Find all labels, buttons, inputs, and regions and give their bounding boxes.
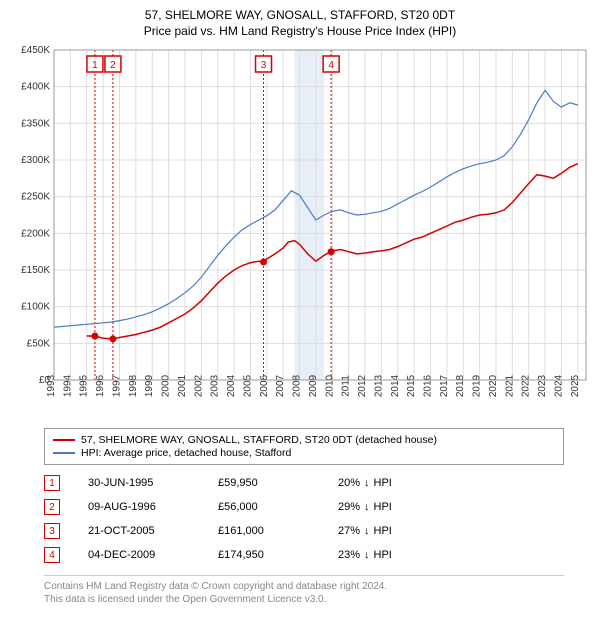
svg-text:2007: 2007 (275, 374, 286, 397)
attribution-line-1: Contains HM Land Registry data © Crown c… (44, 580, 564, 593)
svg-text:2021: 2021 (504, 374, 515, 397)
svg-text:2012: 2012 (357, 374, 368, 397)
svg-text:2004: 2004 (226, 374, 237, 397)
transaction-marker: 1 (44, 475, 60, 491)
legend-swatch (53, 452, 75, 454)
svg-text:2014: 2014 (390, 374, 401, 397)
svg-text:2017: 2017 (439, 374, 450, 397)
transaction-marker: 4 (44, 547, 60, 563)
svg-text:2009: 2009 (308, 374, 319, 397)
svg-text:1999: 1999 (144, 374, 155, 397)
transaction-date: 09-AUG-1996 (88, 501, 218, 513)
transaction-price: £59,950 (218, 477, 338, 489)
svg-text:1997: 1997 (111, 374, 122, 397)
svg-text:£300K: £300K (21, 155, 50, 166)
transaction-price: £174,950 (218, 549, 338, 561)
svg-text:£450K: £450K (21, 45, 50, 56)
svg-text:1994: 1994 (62, 374, 73, 397)
svg-text:1: 1 (92, 60, 98, 71)
transaction-row: 2 09-AUG-1996£56,00029% ↓ HPI (44, 495, 564, 519)
diff-percent: 27% (338, 525, 360, 537)
svg-text:2025: 2025 (570, 374, 581, 397)
svg-text:1998: 1998 (128, 374, 139, 397)
transaction-price: £56,000 (218, 501, 338, 513)
diff-percent: 23% (338, 549, 360, 561)
legend-label: HPI: Average price, detached house, Staf… (81, 447, 291, 459)
legend-item: HPI: Average price, detached house, Staf… (53, 447, 555, 459)
svg-text:£100K: £100K (21, 302, 50, 313)
svg-text:£50K: £50K (27, 338, 51, 349)
svg-text:2023: 2023 (537, 374, 548, 397)
transaction-diff: 29% ↓ HPI (338, 501, 458, 513)
arrow-down-icon: ↓ (364, 501, 370, 513)
svg-text:2005: 2005 (242, 374, 253, 397)
transaction-diff: 27% ↓ HPI (338, 525, 458, 537)
chart-legend: 57, SHELMORE WAY, GNOSALL, STAFFORD, ST2… (44, 428, 564, 465)
svg-text:2015: 2015 (406, 374, 417, 397)
svg-text:£400K: £400K (21, 82, 50, 93)
svg-text:2006: 2006 (259, 374, 270, 397)
arrow-down-icon: ↓ (364, 525, 370, 537)
price-chart: £0£50K£100K£150K£200K£250K£300K£350K£400… (8, 42, 592, 422)
svg-text:2011: 2011 (341, 375, 352, 397)
arrow-down-icon: ↓ (364, 549, 370, 561)
transaction-price: £161,000 (218, 525, 338, 537)
transaction-marker: 3 (44, 523, 60, 539)
diff-hpi-label: HPI (374, 525, 392, 537)
svg-text:4: 4 (328, 60, 334, 71)
diff-hpi-label: HPI (374, 477, 392, 489)
svg-text:2003: 2003 (210, 374, 221, 397)
chart-title-subtitle: Price paid vs. HM Land Registry's House … (8, 24, 592, 38)
diff-percent: 20% (338, 477, 360, 489)
svg-text:2010: 2010 (324, 374, 335, 397)
svg-text:2013: 2013 (373, 374, 384, 397)
diff-hpi-label: HPI (374, 549, 392, 561)
svg-text:1996: 1996 (95, 374, 106, 397)
svg-text:2001: 2001 (177, 374, 188, 397)
chart-svg: £0£50K£100K£150K£200K£250K£300K£350K£400… (8, 42, 592, 422)
diff-hpi-label: HPI (374, 501, 392, 513)
legend-item: 57, SHELMORE WAY, GNOSALL, STAFFORD, ST2… (53, 434, 555, 446)
svg-text:2016: 2016 (422, 374, 433, 397)
svg-text:2: 2 (110, 60, 116, 71)
svg-text:1993: 1993 (46, 374, 57, 397)
transaction-row: 1 30-JUN-1995£59,95020% ↓ HPI (44, 471, 564, 495)
transaction-date: 04-DEC-2009 (88, 549, 218, 561)
attribution-line-2: This data is licensed under the Open Gov… (44, 593, 564, 606)
svg-text:3: 3 (261, 60, 267, 71)
data-attribution: Contains HM Land Registry data © Crown c… (44, 575, 564, 606)
svg-text:2022: 2022 (521, 374, 532, 397)
transaction-marker: 2 (44, 499, 60, 515)
svg-text:2000: 2000 (161, 374, 172, 397)
svg-text:£350K: £350K (21, 118, 50, 129)
legend-swatch (53, 439, 75, 441)
transaction-row: 3 21-OCT-2005£161,00027% ↓ HPI (44, 519, 564, 543)
svg-text:2020: 2020 (488, 374, 499, 397)
transaction-table: 1 30-JUN-1995£59,95020% ↓ HPI 2 09-AUG-1996£5… (44, 471, 564, 567)
svg-text:2019: 2019 (472, 374, 483, 397)
svg-text:2024: 2024 (553, 374, 564, 397)
legend-label: 57, SHELMORE WAY, GNOSALL, STAFFORD, ST2… (81, 434, 437, 446)
transaction-date: 21-OCT-2005 (88, 525, 218, 537)
diff-percent: 29% (338, 501, 360, 513)
svg-text:2002: 2002 (193, 374, 204, 397)
svg-text:£200K: £200K (21, 228, 50, 239)
svg-text:1995: 1995 (79, 374, 90, 397)
chart-title-address: 57, SHELMORE WAY, GNOSALL, STAFFORD, ST2… (8, 8, 592, 22)
transaction-date: 30-JUN-1995 (88, 477, 218, 489)
arrow-down-icon: ↓ (364, 477, 370, 489)
svg-text:2018: 2018 (455, 374, 466, 397)
chart-title-block: 57, SHELMORE WAY, GNOSALL, STAFFORD, ST2… (8, 8, 592, 38)
transaction-diff: 20% ↓ HPI (338, 477, 458, 489)
svg-text:£250K: £250K (21, 192, 50, 203)
transaction-diff: 23% ↓ HPI (338, 549, 458, 561)
svg-text:2008: 2008 (292, 374, 303, 397)
svg-text:£150K: £150K (21, 265, 50, 276)
transaction-row: 4 04-DEC-2009£174,95023% ↓ HPI (44, 543, 564, 567)
